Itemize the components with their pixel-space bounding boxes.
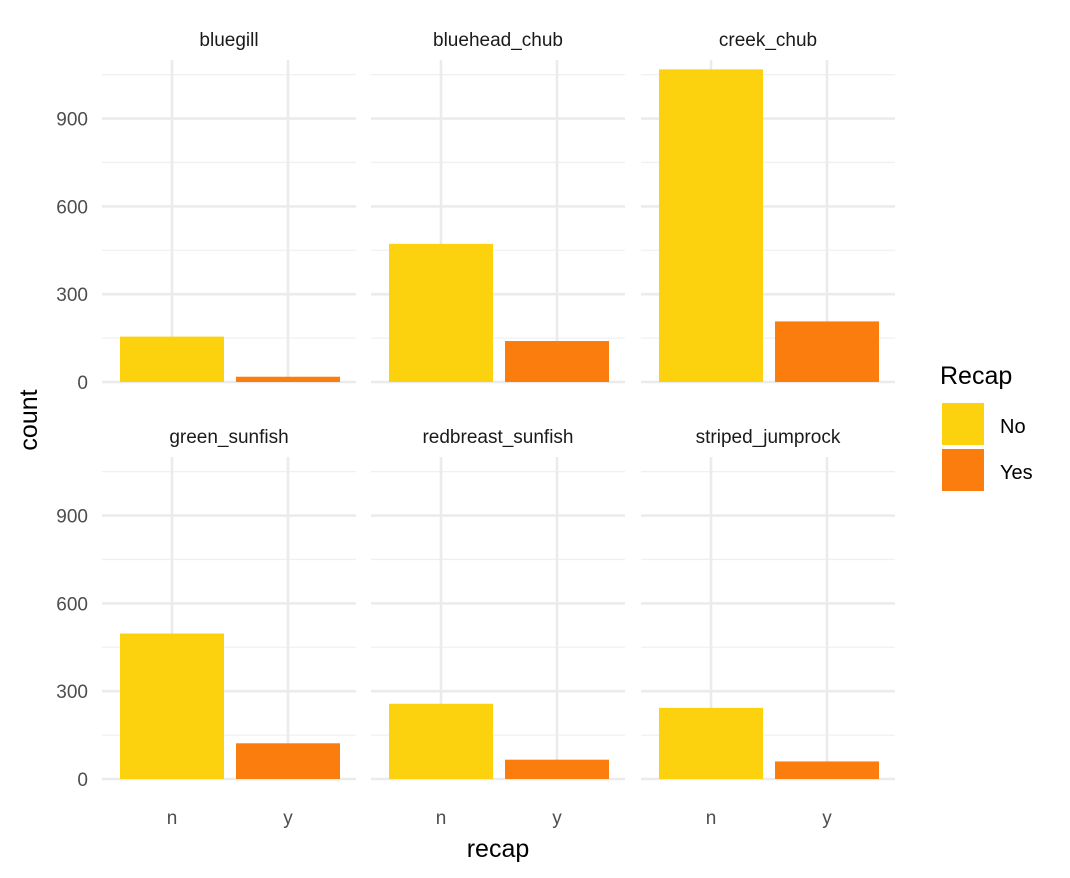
y-tick-label: 0: [77, 373, 88, 394]
facet-title: creek_chub: [719, 30, 817, 51]
bar-creek_chub-n: [659, 69, 763, 382]
bar-redbreast_sunfish-y: [505, 759, 609, 779]
facet-panel: green_sunfish 0 300 600 900 n y: [56, 427, 356, 829]
bar-green_sunfish-y: [236, 743, 340, 779]
legend-label: Yes: [1000, 462, 1033, 484]
bar-redbreast_sunfish-n: [389, 703, 493, 779]
y-tick-label: 600: [56, 197, 88, 218]
facet-panel: bluehead_chub: [371, 30, 625, 384]
bar-creek_chub-y: [775, 321, 879, 382]
bar-bluegill-y: [236, 376, 340, 382]
facet-panel: creek_chub: [641, 30, 895, 384]
legend-label: No: [1000, 416, 1026, 438]
y-tick-label: 0: [77, 770, 88, 791]
x-tick-label: n: [436, 808, 447, 829]
facet-title: green_sunfish: [169, 427, 288, 448]
facet-title: bluehead_chub: [433, 30, 563, 51]
legend-title: Recap: [940, 362, 1012, 390]
y-tick-label: 300: [56, 285, 88, 306]
x-tick-label: y: [283, 808, 293, 829]
facet-title: redbreast_sunfish: [422, 427, 573, 448]
y-tick-label: 900: [56, 110, 88, 131]
bar-bluegill-n: [120, 336, 224, 382]
facet-title: striped_jumprock: [696, 427, 841, 448]
x-tick-label: n: [706, 808, 717, 829]
x-tick-label: y: [822, 808, 832, 829]
bar-bluehead_chub-y: [505, 341, 609, 382]
legend: Recap No Yes: [940, 362, 1033, 491]
bar-bluehead_chub-n: [389, 243, 493, 382]
bar-striped_jumprock-y: [775, 761, 879, 779]
legend-key-yes: [942, 449, 984, 491]
facet-panels: bluegill 0 300 600 900 bluehead_chub creek_chu…: [56, 30, 895, 829]
bar-green_sunfish-n: [120, 633, 224, 779]
x-tick-label: n: [167, 808, 178, 829]
y-axis-title: count: [15, 389, 43, 450]
x-axis-title: recap: [467, 835, 530, 863]
legend-key-no: [942, 403, 984, 445]
y-tick-label: 600: [56, 594, 88, 615]
y-tick-label: 900: [56, 507, 88, 528]
bar-striped_jumprock-n: [659, 707, 763, 779]
y-tick-label: 300: [56, 682, 88, 703]
facet-title: bluegill: [199, 30, 258, 51]
facet-panel: bluegill 0 300 600 900: [56, 30, 356, 394]
x-tick-label: y: [552, 808, 562, 829]
